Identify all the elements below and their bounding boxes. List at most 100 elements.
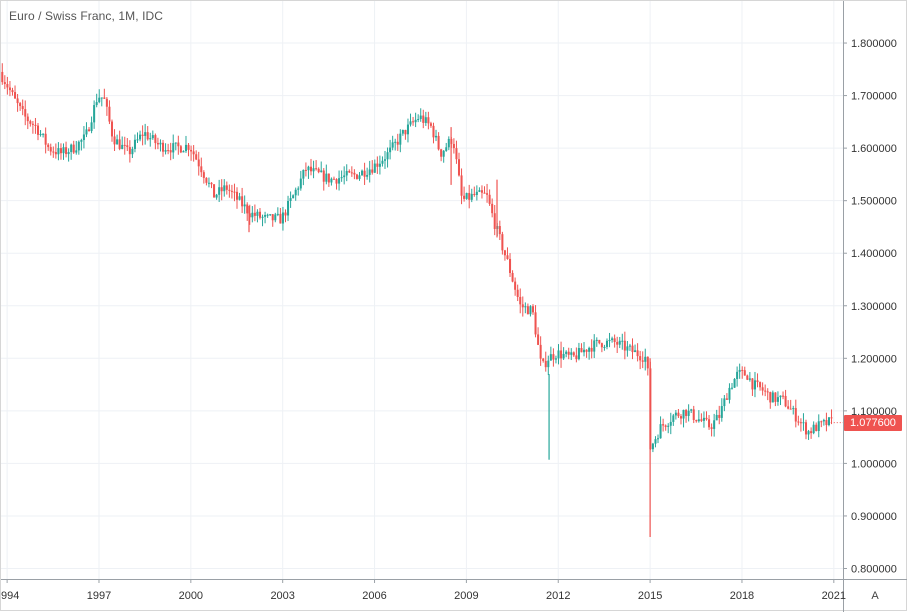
candle-body [618,340,621,345]
candle-body [746,375,749,380]
candle-body [794,408,797,422]
candle-body [807,431,810,435]
candle-body [361,170,364,176]
candle-body [36,125,40,135]
candle-body [779,395,782,398]
candle-body [146,132,149,140]
candle-body [269,214,272,216]
candle-body [77,141,80,151]
y-tick-label: 1.200000 [851,353,897,365]
candle-body [159,142,162,145]
candle-body [207,182,210,184]
candle-body [830,417,833,419]
x-tick-label: 2009 [454,590,478,602]
candle-body [774,392,777,402]
candle-body [182,151,185,153]
candle-body [491,203,494,214]
candle-body [733,378,736,388]
candle-body [345,170,348,176]
candle-body [514,281,517,290]
candle-body [654,439,657,444]
y-tick-label: 0.900000 [851,511,897,523]
candle-body [549,354,552,361]
candle-body [330,178,333,183]
candle-body [110,121,114,137]
candle-body [149,138,152,140]
candle-body [230,190,233,192]
candle-body [8,87,11,91]
candle-body [307,166,310,171]
candle-body [340,177,343,179]
candle-body [75,150,78,153]
candle-body [685,409,688,416]
candle-body [460,175,463,196]
candle-body [225,185,228,190]
candle-body [197,159,200,167]
candle-body [552,354,555,360]
candle-body [720,406,723,418]
y-tick-label: 1.600000 [851,143,897,155]
candle-body [16,98,19,104]
candle-body [585,349,588,352]
candle-body [136,139,139,141]
candle-body [276,213,279,215]
candle-body [118,139,121,149]
candle-body [475,191,478,196]
candle-body [542,358,545,361]
x-tick-label: 1994 [1,590,19,602]
candle-body [253,212,256,216]
candle-body [284,212,287,216]
candle-body [162,142,165,152]
candle-body [266,214,269,216]
y-tick-label: 1.800000 [851,38,897,50]
candle-body [628,345,631,347]
y-tick-label: 1.400000 [851,248,897,260]
candle-body [302,169,305,179]
candle-body [348,170,351,173]
candle-body [113,136,116,145]
candle-body [190,149,193,152]
candle-body [179,146,182,153]
candle-body [636,350,639,357]
candle-body [516,289,519,297]
candle-body [687,410,690,416]
x-tick-label: 2021 [822,590,846,602]
x-tick-label: 1997 [87,590,111,602]
candle-body [353,172,356,175]
auto-scale-button[interactable]: A [871,590,879,602]
candle-body [799,422,802,424]
candle-body [419,115,422,119]
candle-body [172,143,175,153]
candle-body [121,144,124,149]
candle-body [473,193,476,196]
candle-body [235,191,239,200]
candle-body [626,346,629,351]
candle-body [690,409,693,411]
candle-body [281,212,284,224]
candle-body [588,347,591,352]
candle-body [662,424,665,426]
candle-body [31,123,34,125]
candle-body [59,148,62,154]
candle-body [218,187,221,195]
candle-body [90,122,93,132]
chart-title: Euro / Swiss Franc, 1M, IDC [9,9,164,23]
candle-body [195,154,198,160]
candle-body [409,121,412,125]
candle-body [603,346,606,348]
candle-body [373,163,376,173]
candle-body [580,348,583,353]
candle-body [126,145,129,148]
y-tick-label: 0.800000 [851,563,897,575]
candle-body [827,417,830,426]
candle-body [62,147,65,154]
candle-body [3,82,6,85]
candle-body [452,143,455,149]
candle-body [202,172,205,178]
y-tick-label: 1.700000 [851,91,897,103]
candle-body [435,135,438,138]
candle-body [725,398,728,400]
candle-body [567,351,570,355]
